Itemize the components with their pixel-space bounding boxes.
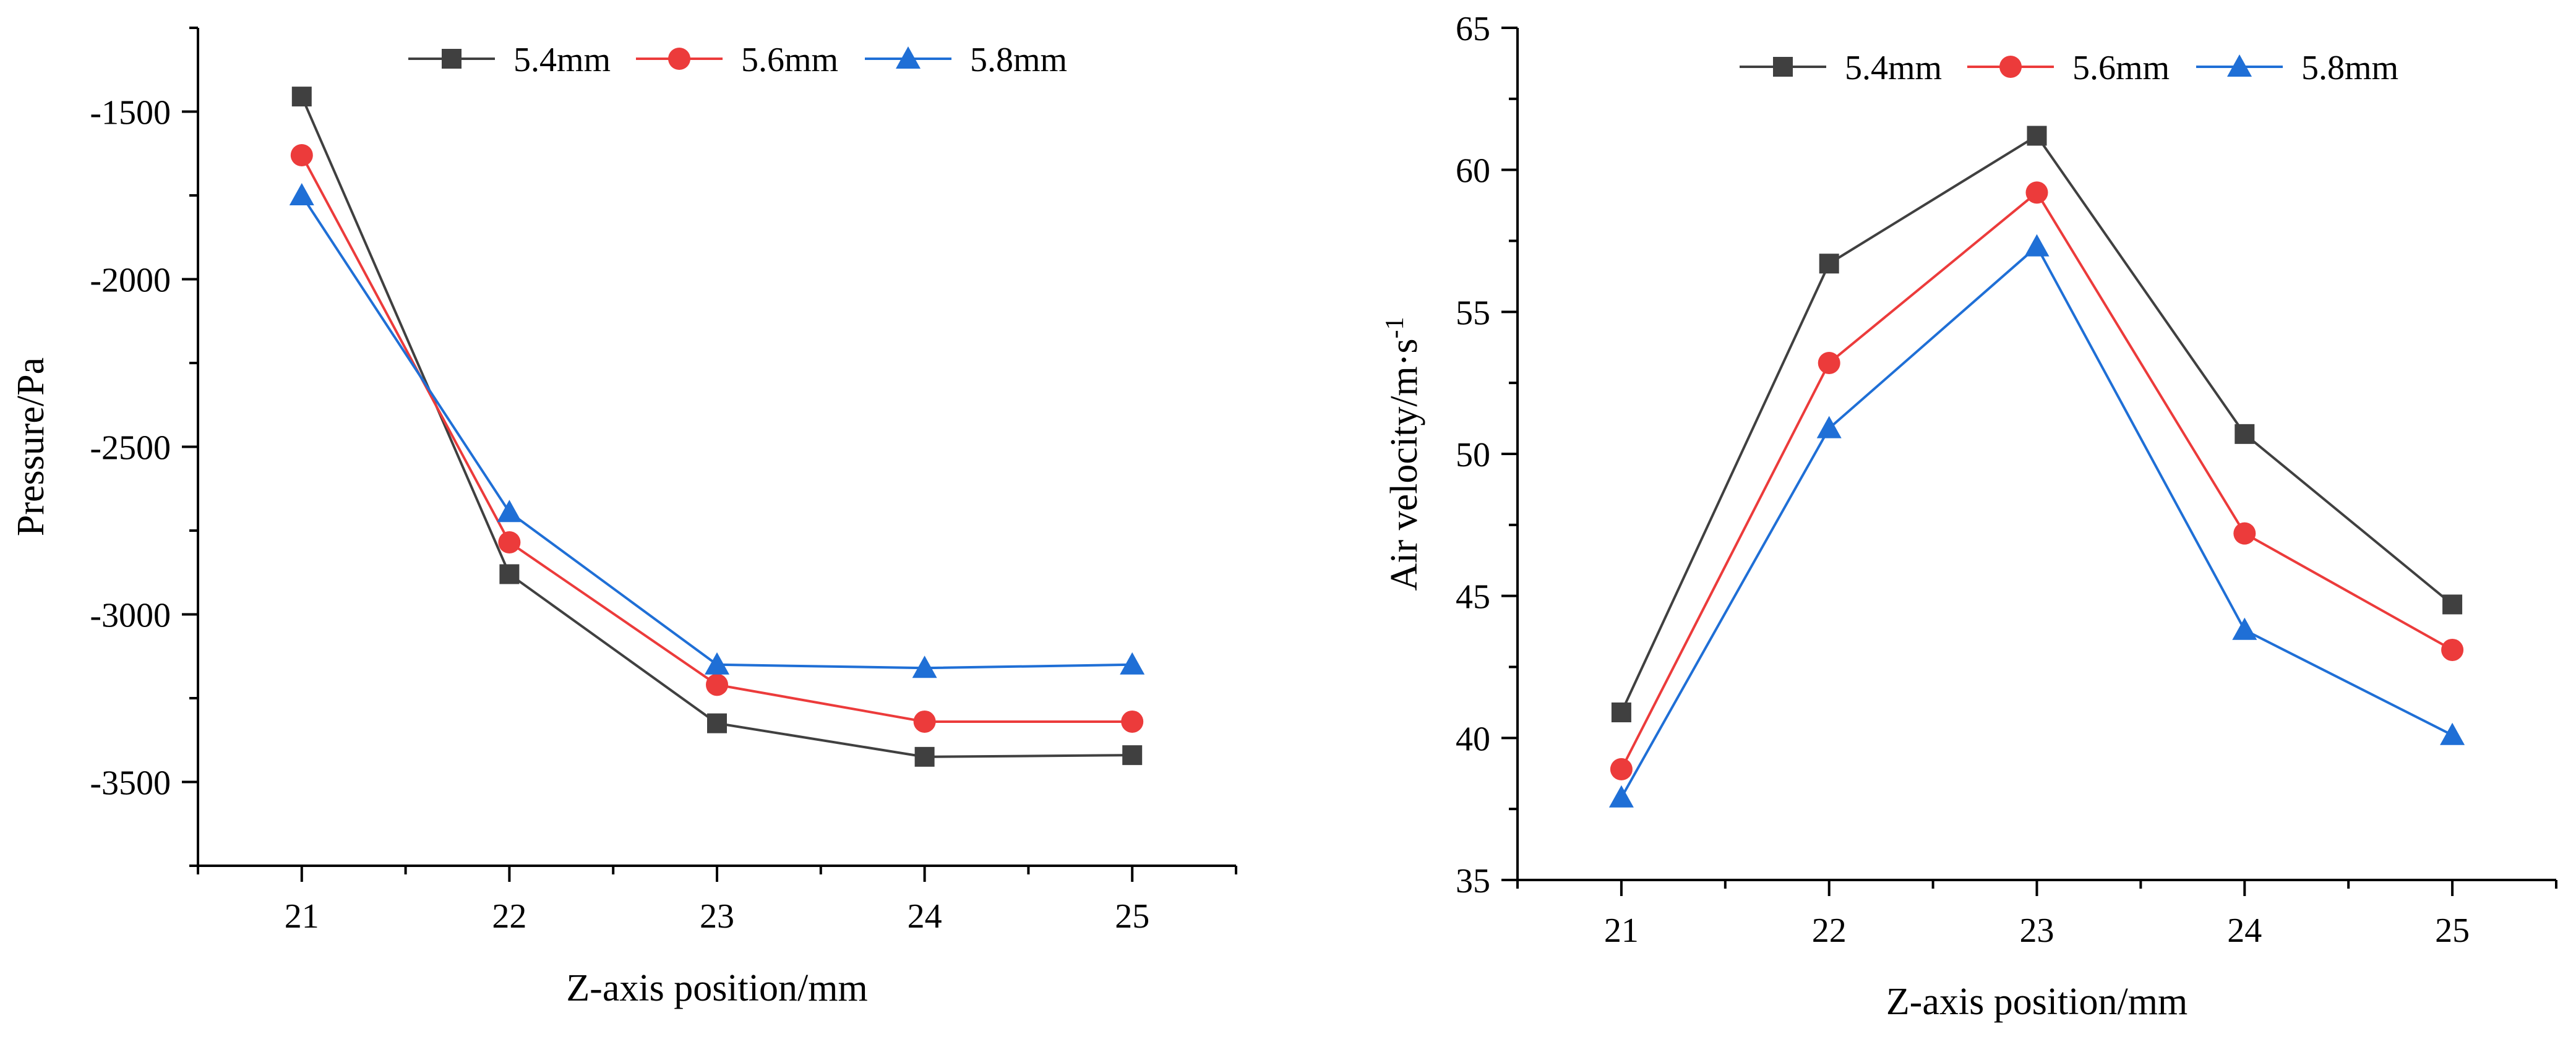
y-tick-label: -2500: [90, 429, 171, 468]
series-5.8mm: [1608, 234, 2465, 808]
legend-marker: [668, 48, 690, 70]
x-axis-title: Z-axis position/mm: [1886, 981, 2187, 1023]
y-tick-label: -3000: [90, 597, 171, 635]
x-tick-label: 21: [285, 897, 319, 936]
y-tick-label: -2000: [90, 262, 171, 300]
legend-marker: [896, 46, 921, 69]
y-tick-label: 50: [1456, 436, 1490, 474]
data-point: [2442, 594, 2463, 615]
legend-label: 5.6mm: [741, 41, 838, 79]
series-5.6mm: [290, 143, 1144, 733]
data-point: [290, 143, 313, 166]
x-tick-label: 21: [1604, 912, 1639, 950]
y-tick-label: 65: [1456, 10, 1490, 48]
x-tick-label: 22: [1812, 912, 1847, 950]
y-tick-label: 40: [1456, 720, 1490, 758]
legend-entry: 5.4mm: [1740, 49, 1942, 87]
legend-label: 5.8mm: [2301, 49, 2398, 87]
legend-entry: 5.4mm: [408, 41, 611, 79]
data-point: [2025, 181, 2048, 204]
x-axis-title: Z-axis position/mm: [566, 967, 867, 1009]
series-5.4mm: [1611, 126, 2463, 722]
y-axis-title: Air velocity/m·s-1: [1381, 317, 1425, 591]
data-point: [1122, 745, 1143, 766]
data-point: [914, 746, 935, 767]
legend-label: 5.4mm: [513, 41, 611, 79]
x-tick-label: 22: [492, 897, 526, 936]
legend-marker: [2227, 54, 2252, 77]
data-point: [2235, 424, 2255, 444]
data-point: [1120, 652, 1145, 675]
data-point: [499, 564, 520, 584]
legend-entry: 5.8mm: [2196, 49, 2398, 87]
legend-label: 5.8mm: [970, 41, 1067, 79]
data-point: [1121, 710, 1144, 733]
series-line: [301, 155, 1133, 723]
data-point: [707, 713, 727, 733]
x-tick-label: 23: [2020, 912, 2054, 950]
y-tick-label: 35: [1456, 862, 1490, 900]
series-line: [301, 194, 1133, 670]
data-point: [497, 500, 522, 523]
x-tick-label: 25: [2435, 912, 2470, 950]
series-5.8mm: [289, 183, 1145, 678]
y-axis-title-main: Pressure/Pa: [10, 357, 52, 536]
data-point: [705, 652, 729, 675]
data-point: [498, 531, 521, 553]
data-point: [1611, 702, 1631, 722]
data-point: [1818, 352, 1840, 375]
series-line: [1620, 244, 2454, 798]
legend-marker: [442, 49, 462, 69]
legend-marker: [1999, 56, 2022, 78]
data-point: [912, 656, 937, 678]
legend-entry: 5.6mm: [1967, 49, 2170, 87]
series-5.6mm: [1610, 181, 2464, 780]
y-tick-label: -1500: [90, 94, 171, 132]
legend-label: 5.6mm: [2072, 49, 2170, 87]
y-tick-label: -3500: [90, 764, 171, 803]
air-velocity-chart: 21 22 23 24 25 35 40 45 50 55 60 65 Z-axis position/…: [1381, 10, 2557, 1023]
data-point: [706, 673, 728, 696]
legend-label: 5.4mm: [1845, 49, 1942, 87]
y-tick-label: 60: [1456, 152, 1490, 190]
series-line: [1620, 134, 2454, 713]
data-point: [2027, 126, 2047, 146]
data-point: [1610, 758, 1633, 780]
data-point: [291, 87, 312, 107]
x-tick-label: 25: [1115, 897, 1149, 936]
legend-entry: 5.8mm: [865, 41, 1067, 79]
series-line: [1620, 190, 2454, 770]
data-point: [913, 710, 936, 733]
data-point: [2233, 522, 2256, 545]
y-axis-title-superscript: -1: [1381, 317, 1409, 338]
data-point: [1819, 254, 1839, 274]
x-tick-label: 24: [908, 897, 942, 936]
data-point: [2441, 638, 2464, 661]
data-point: [2024, 234, 2050, 257]
data-point: [2232, 617, 2257, 640]
y-tick-label: 55: [1456, 294, 1490, 332]
legend-entry: 5.6mm: [636, 41, 838, 79]
x-tick-label: 24: [2227, 912, 2262, 950]
data-point: [1608, 785, 1634, 808]
data-point: [289, 183, 314, 205]
y-axis-title: Pressure/Pa: [10, 357, 52, 536]
pressure-chart: 21 22 23 24 25 -1500 -2000 -2500 -3000 -3500 Z-axi…: [10, 27, 1237, 1009]
data-point: [1816, 416, 1842, 438]
y-tick-label: 45: [1456, 578, 1490, 617]
x-tick-label: 23: [700, 897, 734, 936]
legend-marker: [1773, 57, 1793, 77]
data-point: [2440, 722, 2465, 745]
y-axis-title-main: Air velocity/m·s: [1383, 338, 1425, 591]
